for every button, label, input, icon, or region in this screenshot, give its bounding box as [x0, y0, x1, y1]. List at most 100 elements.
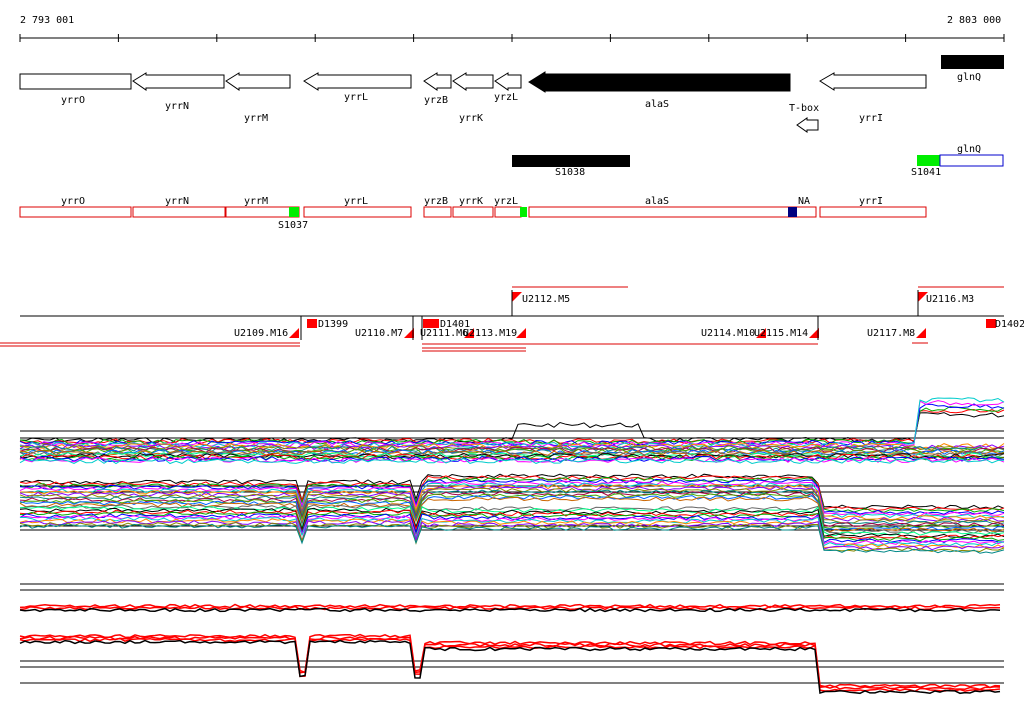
upshift-U2115-label: U2115.M14 — [754, 328, 808, 339]
s1037-label: S1037 — [278, 220, 308, 231]
expression-profile-line — [19, 456, 1005, 464]
upshift-U2110-label: U2110.M7 — [355, 328, 403, 339]
downshift-D1402-label: D1402 — [995, 319, 1024, 330]
summary-profile-line — [19, 633, 1001, 689]
start-coordinate: 2 793 001 — [20, 15, 74, 26]
shift-track: U2112.M5 U2116.M3 U2109.M16 U2110.M7 U21… — [0, 286, 1024, 352]
expression-profile-line — [19, 507, 1005, 538]
gene-yrzL-label: yrzL — [494, 92, 518, 103]
upshift-U2112-flag[interactable] — [512, 292, 522, 302]
expression-profile-track — [19, 397, 1005, 554]
feature-glnQ-label: glnQ — [957, 144, 981, 155]
gene-glnQ-label: glnQ — [957, 72, 981, 83]
expression-profile-line — [19, 443, 1005, 451]
expression-profile-line — [19, 514, 1005, 545]
summary-profile-line — [19, 639, 1001, 695]
upshift-U2113-label: U2113.M19 — [463, 328, 517, 339]
feature-glnQ-box[interactable] — [939, 154, 1004, 167]
expression-profile-line — [19, 476, 1005, 513]
gene-yrrL-label: yrrL — [344, 92, 368, 103]
upshift-U2109-flag[interactable] — [289, 328, 299, 338]
gene-yrrN-label: yrrN — [165, 101, 189, 112]
gene-yrrO-label: yrrO — [61, 95, 85, 106]
expression-profile-line — [19, 482, 1005, 519]
downshift-D1401-label: D1401 — [440, 319, 470, 330]
expression-profile-line — [19, 491, 1005, 527]
upshift-U2113-flag[interactable] — [516, 328, 526, 338]
gene-yrzB-arrow[interactable] — [423, 72, 452, 91]
tu-box-yrzB[interactable] — [423, 206, 452, 218]
downshift-D1399-marker[interactable] — [307, 319, 317, 328]
tu-box-yrrK[interactable] — [452, 206, 494, 218]
gene-alaS-arrow[interactable] — [528, 71, 791, 93]
tu-green-marker[interactable] — [520, 207, 527, 217]
na-marker[interactable] — [788, 207, 797, 217]
gene-yrrM-label: yrrM — [244, 113, 268, 124]
expression-profile-line — [19, 446, 1005, 454]
upshift-U2111-label: U2111.M6 — [420, 328, 468, 339]
gene-T-box-label: T-box — [789, 103, 819, 114]
gene-yrrK-arrow[interactable] — [452, 72, 494, 91]
expression-profile-line — [19, 523, 1005, 554]
gene-yrrK-label: yrrK — [459, 113, 483, 124]
feature-S1038-bar[interactable] — [512, 155, 630, 167]
gene-yrrM-arrow[interactable] — [225, 72, 291, 91]
coordinate-ruler: 2 793 001 2 803 000 — [19, 15, 1005, 42]
expression-profile-line — [19, 496, 1005, 533]
downshift-D1399-label: D1399 — [318, 319, 348, 330]
gene-yrrN-arrow[interactable] — [132, 72, 225, 91]
expression-profile-line — [19, 486, 1005, 522]
gene-T-box-arrow[interactable] — [796, 117, 819, 133]
expression-profile-line — [19, 480, 1005, 517]
tu-box-yrrL[interactable] — [303, 206, 412, 218]
upshift-U2112-label: U2112.M5 — [522, 294, 570, 305]
expression-profile-line — [19, 448, 1005, 456]
tu-label-yrrL: yrrL — [344, 196, 368, 207]
upshift-U2111-flag[interactable] — [464, 328, 474, 338]
summary-profile-track — [19, 583, 1004, 695]
expression-profile-line — [19, 442, 1005, 449]
expression-profile-line — [19, 475, 1005, 512]
expression-profile-line — [19, 473, 1005, 510]
tu-box-alaS[interactable] — [528, 206, 817, 218]
expression-profile-line — [19, 511, 1005, 542]
summary-profile-line — [19, 607, 1001, 613]
downshift-D1402-marker[interactable] — [986, 319, 996, 328]
gene-yrrI-label: yrrI — [859, 113, 883, 124]
gene-yrrI-arrow[interactable] — [819, 72, 927, 91]
upshift-U2110-flag[interactable] — [404, 328, 414, 338]
tu-box-yrrI[interactable] — [819, 206, 927, 218]
na-label: NA — [798, 196, 810, 207]
tu-box-yrrO[interactable] — [19, 206, 132, 218]
expression-profile-line — [19, 509, 1005, 540]
s1037-marker[interactable] — [289, 207, 299, 217]
tu-label-yrrI: yrrI — [859, 196, 883, 207]
upshift-U2115-flag[interactable] — [809, 328, 819, 338]
gene-alaS-label: alaS — [645, 99, 669, 110]
upshift-U2117-flag[interactable] — [916, 328, 926, 338]
gene-yrrL-arrow[interactable] — [303, 72, 412, 91]
feature-S1041-label: S1041 — [911, 167, 941, 178]
end-coordinate: 2 803 000 — [947, 15, 1001, 26]
tu-box-yrrN[interactable] — [132, 206, 226, 218]
gene-yrrO-arrow[interactable] — [19, 73, 132, 90]
gene-yrzL-arrow[interactable] — [494, 72, 522, 91]
expression-profile-line — [19, 406, 1005, 446]
feature-S1041-bar[interactable] — [917, 155, 940, 166]
upshift-U2116-flag[interactable] — [918, 292, 928, 302]
upshift-U2114-label: U2114.M10 — [701, 328, 755, 339]
gene-yrzB-label: yrzB — [424, 95, 448, 106]
gene-glnQ-arrow[interactable] — [941, 55, 1004, 69]
expression-profile-line — [19, 520, 1005, 551]
tu-box-yrzL[interactable] — [494, 206, 522, 218]
tu-label-yrrO: yrrO — [61, 196, 85, 207]
expression-profile-line — [19, 457, 1005, 465]
expression-profile-line — [19, 484, 1005, 521]
upshift-U2114-flag[interactable] — [756, 328, 766, 338]
transcription-unit-track: yrrO yrrN yrrM S1037 yrrL yrzB yrrK yrzL… — [19, 196, 927, 231]
downshift-D1401-marker[interactable] — [423, 319, 439, 328]
expression-profile-line — [19, 400, 1005, 447]
tu-box-yrrM[interactable] — [225, 206, 300, 218]
tu-label-alaS: alaS — [645, 196, 669, 207]
